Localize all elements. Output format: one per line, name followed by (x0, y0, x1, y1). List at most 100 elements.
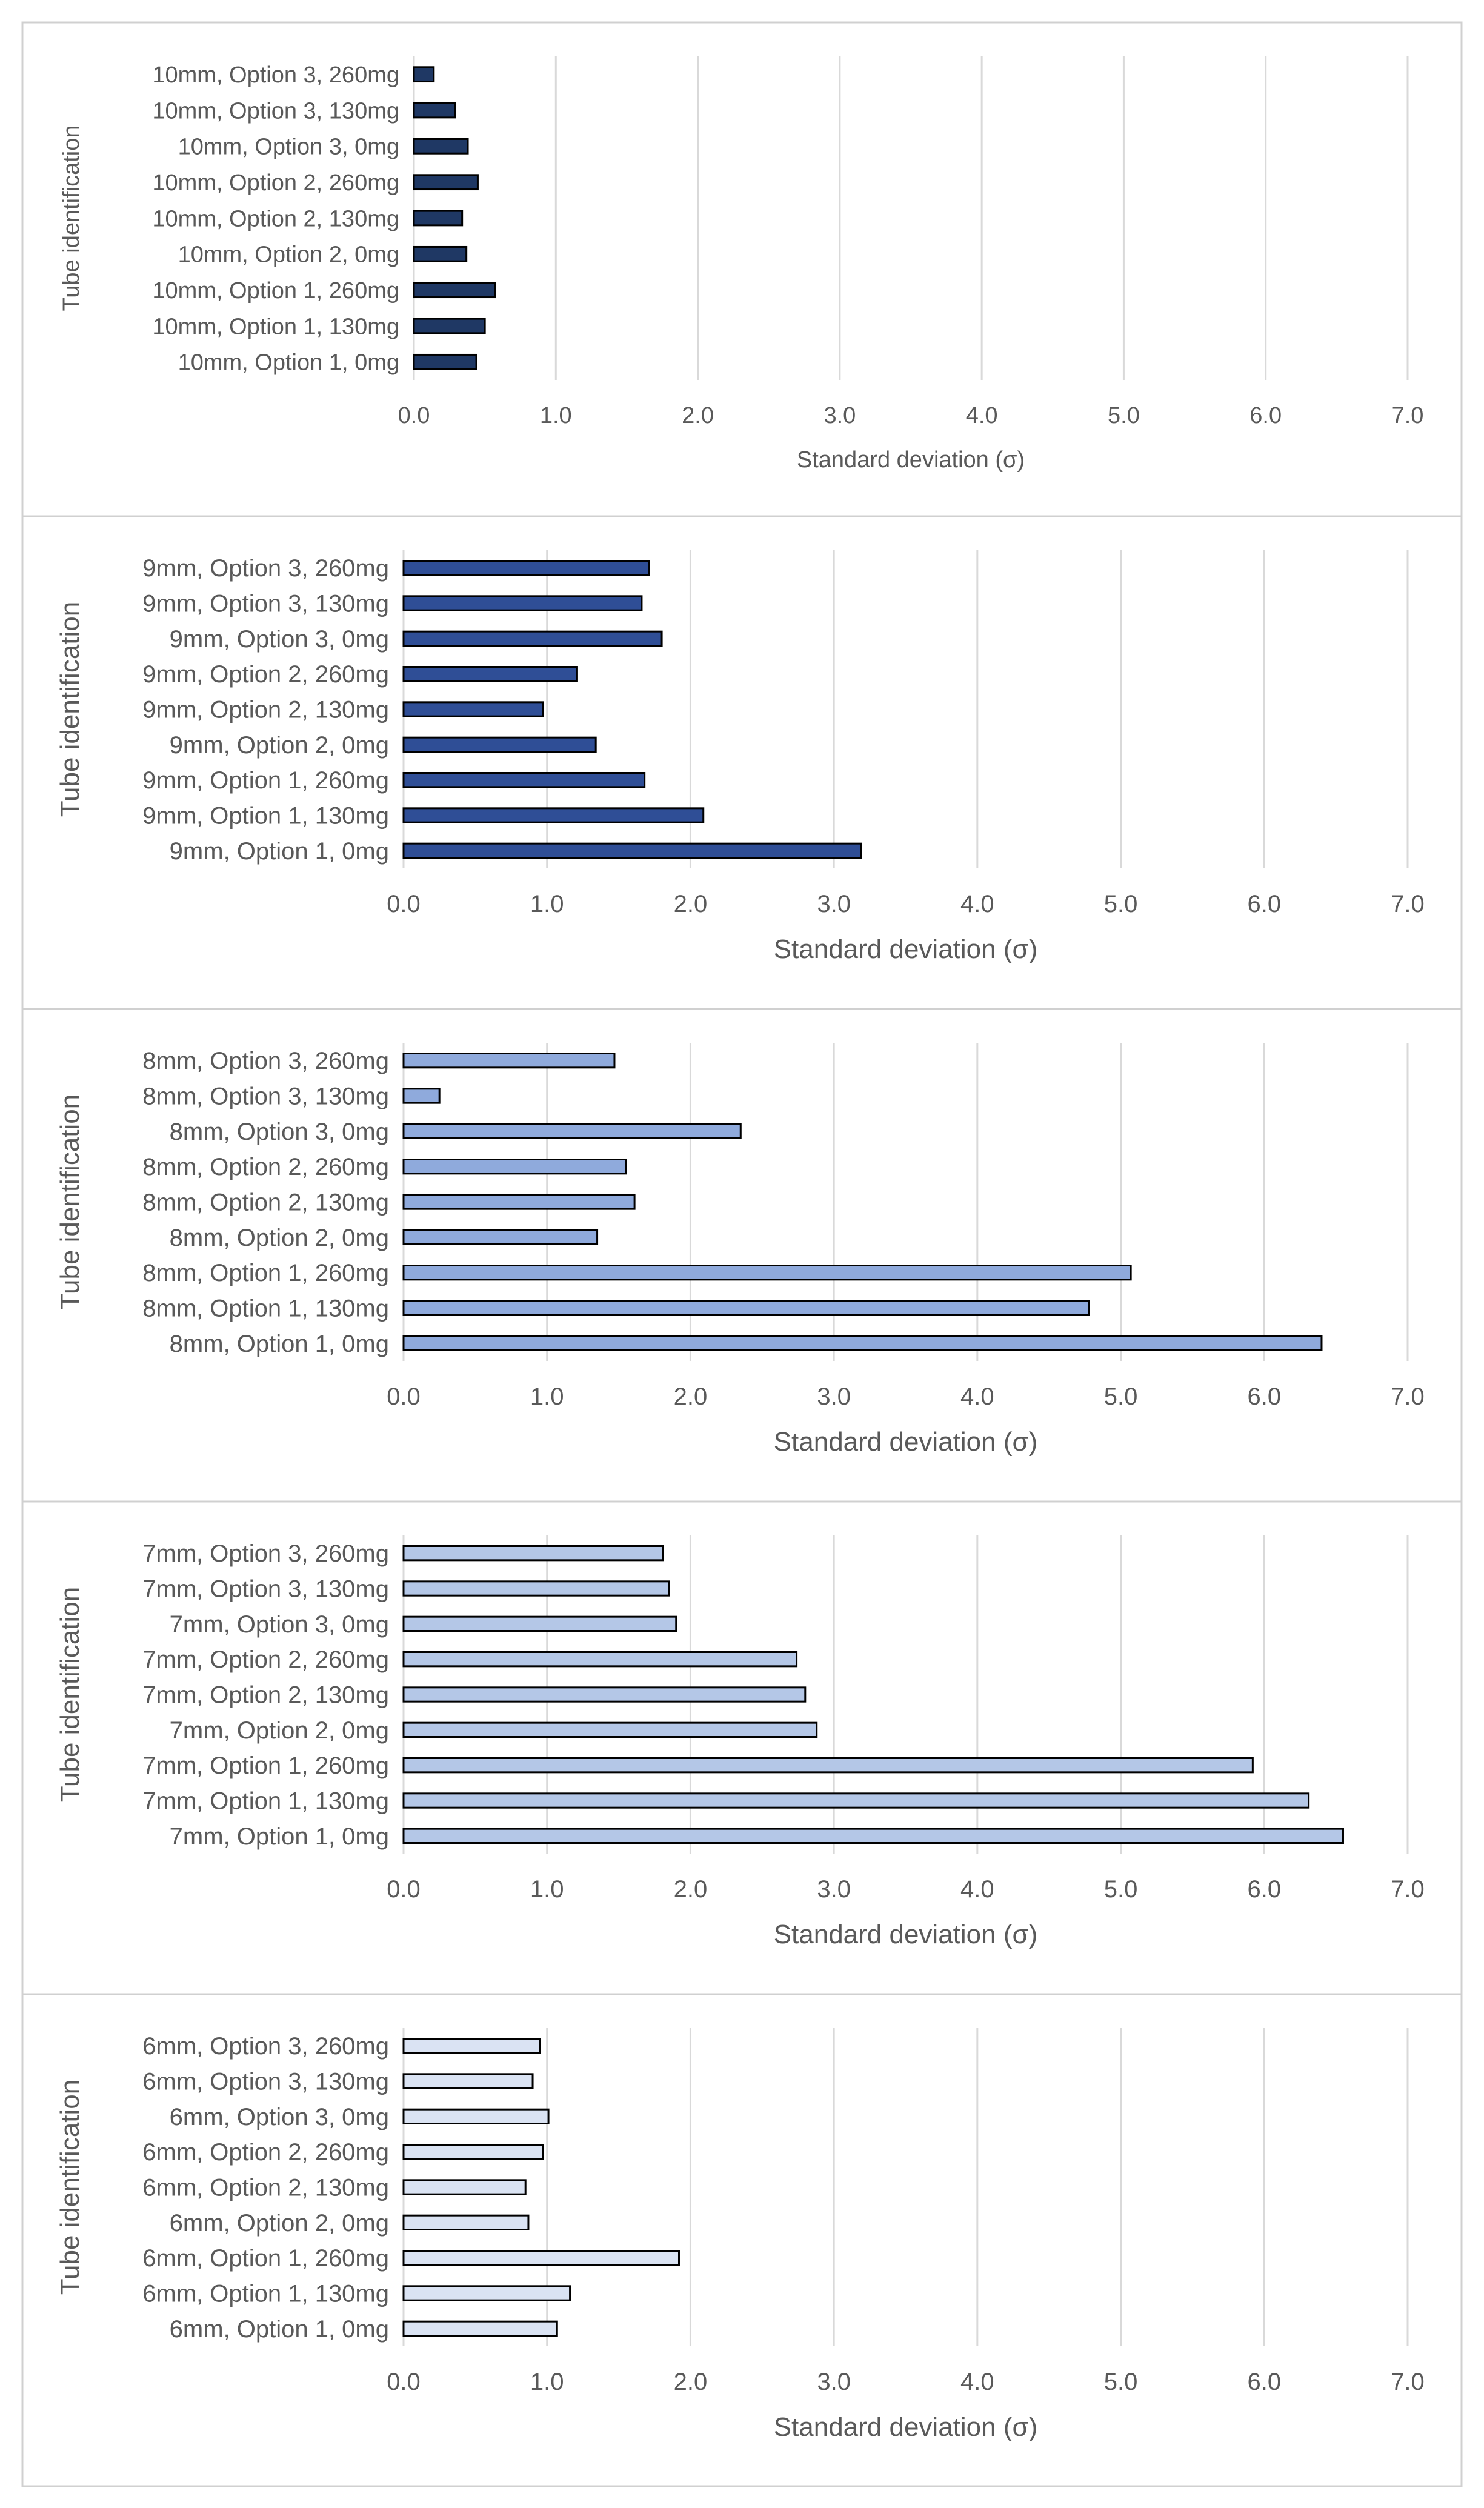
x-tick-label: 5.0 (1104, 891, 1138, 917)
x-tick-label: 5.0 (1104, 2369, 1138, 2395)
bar[interactable] (402, 2038, 541, 2054)
chart-panel-3: 0.0 1.0 2.0 3.0 4.0 5.0 6.0 7.0 8mm, Option 1, 0… (21, 1008, 1463, 1503)
category-label: 7mm, Option 1, 0mg (170, 1823, 389, 1850)
bar[interactable] (402, 842, 862, 859)
x-axis-title: Standard deviation (σ) (774, 1427, 1038, 1457)
bar[interactable] (402, 1757, 1254, 1774)
bar[interactable] (402, 2179, 527, 2195)
category-label: 9mm, Option 2, 0mg (170, 732, 389, 759)
bar[interactable] (402, 807, 705, 823)
bar[interactable] (402, 666, 578, 682)
bar[interactable] (402, 1053, 616, 1069)
x-tick-label: 2.0 (682, 403, 714, 428)
category-label: 6mm, Option 1, 0mg (170, 2316, 389, 2343)
chart-panel-2: 0.0 1.0 2.0 3.0 4.0 5.0 6.0 7.0 9mm, Option 1, 0… (21, 515, 1463, 1010)
category-label: 10mm, Option 3, 130mg (152, 98, 399, 124)
category-label: 9mm, Option 1, 130mg (142, 803, 389, 830)
bar[interactable] (402, 2144, 544, 2160)
bar[interactable] (402, 701, 544, 717)
bar[interactable] (413, 353, 477, 370)
bar[interactable] (402, 1088, 441, 1104)
bar[interactable] (402, 560, 650, 576)
bar[interactable] (402, 1792, 1310, 1809)
bar[interactable] (413, 66, 435, 83)
bar[interactable] (402, 736, 597, 753)
bar[interactable] (402, 1300, 1090, 1316)
x-tick-label: 4.0 (960, 1876, 994, 1903)
x-tick-label: 2.0 (674, 1383, 708, 1410)
x-tick-label: 6.0 (1247, 2369, 1281, 2395)
y-axis-title: Tube identification (55, 2080, 85, 2295)
category-label: 8mm, Option 2, 130mg (142, 1189, 389, 1216)
x-tick-label: 7.0 (1391, 1876, 1425, 1903)
bar[interactable] (402, 1580, 670, 1597)
bar[interactable] (402, 1335, 1323, 1352)
category-label: 6mm, Option 3, 260mg (142, 2033, 389, 2060)
category-label: 7mm, Option 1, 260mg (142, 1752, 389, 1779)
x-tick-label: 0.0 (398, 403, 430, 428)
y-axis-title: Tube identification (59, 125, 84, 311)
bar[interactable] (402, 1545, 664, 1562)
x-tick-label: 4.0 (960, 2369, 994, 2395)
x-tick-label: 0.0 (387, 891, 421, 917)
bar[interactable] (402, 1615, 677, 1632)
x-tick-label: 6.0 (1249, 403, 1282, 428)
category-label: 7mm, Option 3, 130mg (142, 1576, 389, 1603)
category-label: 6mm, Option 2, 130mg (142, 2175, 389, 2201)
bar[interactable] (402, 595, 643, 611)
panel-border (21, 1500, 1463, 1995)
bar[interactable] (402, 2108, 550, 2125)
category-label: 7mm, Option 2, 0mg (170, 1717, 389, 1744)
bar[interactable] (413, 318, 486, 334)
panel-border (21, 21, 1463, 517)
bar[interactable] (402, 772, 646, 788)
x-tick-label: 3.0 (817, 891, 851, 917)
bar[interactable] (402, 2214, 530, 2231)
category-label: 8mm, Option 3, 0mg (170, 1119, 389, 1145)
bar[interactable] (413, 174, 479, 191)
x-tick-label: 2.0 (674, 2369, 708, 2395)
chart-panel-1: 0.0 1.0 2.0 3.0 4.0 5.0 6.0 7.0 10mm, Option 1, … (21, 21, 1463, 517)
bar[interactable] (402, 1686, 807, 1703)
bar[interactable] (402, 1265, 1132, 1281)
x-tick-label: 3.0 (817, 2369, 851, 2395)
x-tick-label: 0.0 (387, 1876, 421, 1903)
category-label: 8mm, Option 3, 130mg (142, 1083, 389, 1110)
category-label: 10mm, Option 1, 130mg (152, 314, 399, 339)
bar[interactable] (402, 1194, 636, 1210)
bar[interactable] (402, 1828, 1344, 1844)
x-axis-title: Standard deviation (σ) (797, 447, 1025, 473)
bar[interactable] (402, 1159, 627, 1175)
bar[interactable] (413, 138, 469, 155)
bar[interactable] (402, 1651, 798, 1668)
y-axis-title: Tube identification (55, 1094, 85, 1309)
x-tick-label: 0.0 (387, 2369, 421, 2395)
x-axis-title: Standard deviation (σ) (774, 934, 1038, 964)
bar[interactable] (413, 245, 468, 262)
bar[interactable] (402, 1721, 818, 1738)
bar[interactable] (402, 1229, 599, 1245)
category-label: 10mm, Option 2, 130mg (152, 206, 399, 231)
category-label: 8mm, Option 1, 130mg (142, 1296, 389, 1322)
x-tick-label: 3.0 (824, 403, 856, 428)
bar[interactable] (413, 282, 496, 299)
bar[interactable] (402, 2073, 534, 2089)
x-tick-label: 4.0 (960, 891, 994, 917)
x-tick-label: 2.0 (674, 891, 708, 917)
bar[interactable] (402, 630, 663, 647)
y-axis-title: Tube identification (55, 602, 85, 817)
bar[interactable] (402, 2285, 571, 2301)
x-tick-label: 1.0 (530, 891, 564, 917)
bar[interactable] (413, 102, 456, 119)
category-label: 10mm, Option 3, 260mg (152, 62, 399, 88)
x-tick-label: 5.0 (1104, 1876, 1138, 1903)
bar[interactable] (402, 2250, 680, 2266)
chart-panel-4: 0.0 1.0 2.0 3.0 4.0 5.0 6.0 7.0 7mm, Option 1, 0… (21, 1500, 1463, 1995)
bar[interactable] (402, 2320, 558, 2337)
bar[interactable] (402, 1123, 742, 1139)
bar[interactable] (413, 210, 464, 227)
x-tick-label: 5.0 (1108, 403, 1140, 428)
x-axis-title: Standard deviation (σ) (774, 2412, 1038, 2442)
x-tick-label: 6.0 (1247, 1383, 1281, 1410)
